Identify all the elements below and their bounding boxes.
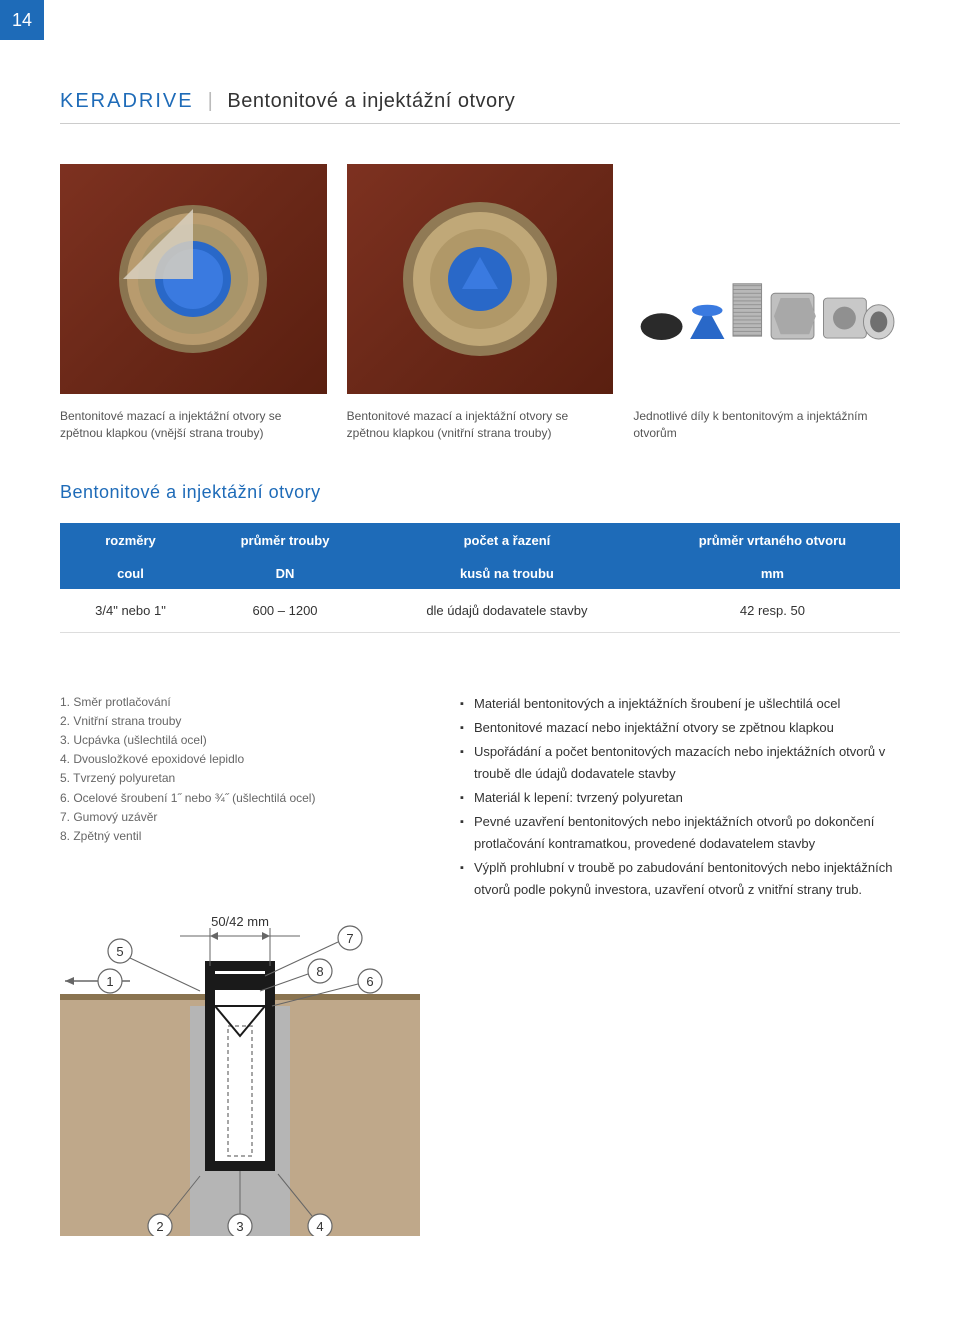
valve-inner-svg: [390, 189, 570, 369]
callout-5: 5: [116, 944, 123, 959]
table-row: 3/4" nebo 1" 600 – 1200 dle údajů dodava…: [60, 589, 900, 633]
legend-list: 1. Směr protlačování 2. Vnitřní strana t…: [60, 693, 420, 847]
legend-item: 1. Směr protlačování: [60, 693, 420, 712]
td-1: 600 – 1200: [201, 589, 369, 633]
bullet-list: Materiál bentonitových a injektážních šr…: [460, 693, 900, 902]
legend-item: 2. Vnitřní strana trouby: [60, 712, 420, 731]
bottom-section: 1. Směr protlačování 2. Vnitřní strana t…: [60, 693, 900, 1242]
bullet-item: Pevné uzavření bentonitových nebo injekt…: [460, 811, 900, 855]
td-0: 3/4" nebo 1": [60, 589, 201, 633]
title-divider: |: [208, 90, 214, 112]
page-number-tab: 14: [0, 0, 44, 40]
parts-svg: [633, 164, 900, 394]
callout-1: 1: [106, 974, 113, 989]
bullet-item: Výplň prohlubní v troubě po zabudování b…: [460, 857, 900, 901]
title-text: Bentonitové a injektážní otvory: [227, 90, 515, 112]
image-parts: [633, 164, 900, 394]
page-title: KERADRIVE | Bentonitové a injektážní otv…: [60, 90, 900, 113]
section-subtitle: Bentonitové a injektážní otvory: [60, 482, 900, 503]
page-container: KERADRIVE | Bentonitové a injektážní otv…: [0, 40, 960, 1261]
callout-6: 6: [366, 974, 373, 989]
callout-7: 7: [346, 931, 353, 946]
table-subheader-row: coul DN kusů na troubu mm: [60, 558, 900, 589]
th-1: průměr trouby: [201, 523, 369, 558]
image-valve-outer: [60, 164, 327, 394]
sth-0: coul: [60, 558, 201, 589]
dim-label: 50/42 mm: [211, 914, 269, 929]
sth-3: mm: [645, 558, 900, 589]
callout-2: 2: [156, 1219, 163, 1234]
legend-item: 7. Gumový uzávěr: [60, 808, 420, 827]
sth-1: DN: [201, 558, 369, 589]
th-0: rozměry: [60, 523, 201, 558]
cross-section-diagram: 50/42 mm 5 1 7 8: [60, 876, 420, 1236]
callout-3: 3: [236, 1219, 243, 1234]
td-3: 42 resp. 50: [645, 589, 900, 633]
th-3: průměr vrtaného otvoru: [645, 523, 900, 558]
legend-item: 3. Ucpávka (ušlechtilá ocel): [60, 731, 420, 750]
caption-1: Bentonitové mazací a injektážní otvory s…: [347, 408, 614, 442]
th-2: počet a řazení: [369, 523, 645, 558]
spec-table: rozměry průměr trouby počet a řazení prů…: [60, 523, 900, 633]
right-column: Materiál bentonitových a injektážních šr…: [460, 693, 900, 1242]
table-header-row: rozměry průměr trouby počet a řazení prů…: [60, 523, 900, 558]
images-row: [60, 164, 900, 394]
bullet-item: Bentonitové mazací nebo injektážní otvor…: [460, 717, 900, 739]
image-valve-inner: [347, 164, 614, 394]
callout-8: 8: [316, 964, 323, 979]
caption-2: Jednotlivé díly k bentonitovým a injektá…: [633, 408, 900, 442]
callout-4: 4: [316, 1219, 323, 1234]
sth-2: kusů na troubu: [369, 558, 645, 589]
legend-item: 5. Tvrzený polyuretan: [60, 769, 420, 788]
legend-item: 8. Zpětný ventil: [60, 827, 420, 846]
td-2: dle údajů dodavatele stavby: [369, 589, 645, 633]
bullet-item: Materiál k lepení: tvrzený polyuretan: [460, 787, 900, 809]
valve-outer-svg: [103, 189, 283, 369]
legend-item: 6. Ocelové šroubení 1˝ nebo ¾˝ (ušlechti…: [60, 789, 420, 808]
title-rule: [60, 123, 900, 124]
left-column: 1. Směr protlačování 2. Vnitřní strana t…: [60, 693, 420, 1242]
title-brand: KERADRIVE: [60, 90, 194, 112]
bullet-item: Uspořádání a počet bentonitových mazacíc…: [460, 741, 900, 785]
legend-item: 4. Dvousložkové epoxidové lepidlo: [60, 750, 420, 769]
caption-0: Bentonitové mazací a injektážní otvory s…: [60, 408, 327, 442]
captions-row: Bentonitové mazací a injektážní otvory s…: [60, 408, 900, 442]
bullet-item: Materiál bentonitových a injektážních šr…: [460, 693, 900, 715]
